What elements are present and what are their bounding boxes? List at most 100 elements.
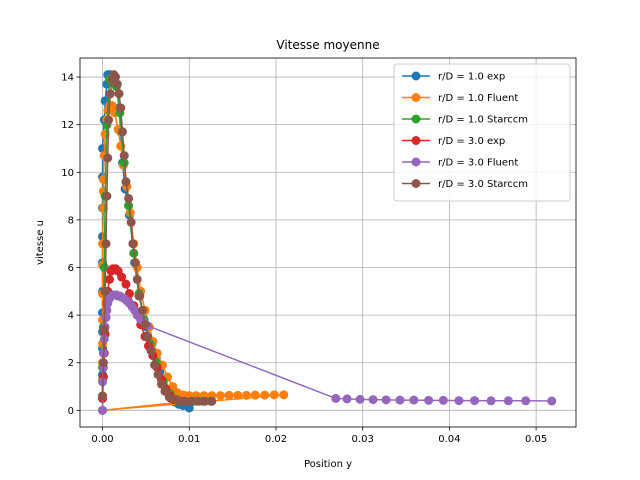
data-point	[233, 390, 243, 400]
legend-marker	[411, 71, 421, 81]
data-point	[438, 395, 448, 405]
data-point	[111, 72, 121, 82]
data-point	[368, 395, 378, 405]
data-point	[104, 115, 114, 125]
legend-label: r/D = 3.0 Starccm	[438, 179, 528, 190]
data-point	[269, 390, 279, 400]
legend-box	[393, 63, 571, 202]
data-point	[153, 370, 163, 380]
data-point	[98, 405, 108, 415]
data-point	[143, 332, 153, 342]
x-tick-label: 0.04	[438, 434, 460, 445]
data-point	[101, 239, 111, 249]
legend-item: r/D = 1.0 Fluent	[402, 93, 518, 104]
series-5	[98, 290, 557, 415]
y-tick-label: 4	[68, 311, 74, 322]
legend-label: r/D = 1.0 Fluent	[438, 93, 518, 104]
data-point	[409, 395, 419, 405]
data-point	[112, 79, 122, 89]
data-point	[137, 305, 147, 315]
legend-item: r/D = 3.0 exp	[402, 136, 505, 147]
data-point	[121, 279, 131, 289]
data-point	[135, 291, 145, 301]
plot-frame	[79, 57, 577, 428]
x-tick-label: 0.01	[178, 434, 200, 445]
y-tick-label: 2	[68, 358, 74, 369]
legend-marker	[411, 157, 421, 167]
data-point	[470, 396, 480, 406]
legend-label: r/D = 1.0 Starccm	[438, 115, 528, 126]
data-point	[99, 263, 109, 272]
legend-label: r/D = 1.0 exp	[438, 72, 505, 83]
data-point	[355, 394, 365, 404]
data-point	[126, 217, 136, 227]
data-point	[454, 396, 464, 406]
x-tick-label: 0.00	[91, 434, 113, 445]
legend-item: r/D = 3.0 Starccm	[402, 179, 528, 190]
data-point	[117, 272, 127, 282]
data-point	[150, 360, 160, 370]
data-point	[124, 201, 134, 211]
data-point	[381, 395, 391, 405]
data-point	[547, 396, 557, 406]
x-tick-label: 0.03	[352, 434, 374, 445]
data-point	[104, 274, 114, 284]
data-point	[103, 153, 113, 163]
data-point	[424, 395, 434, 405]
data-point	[200, 396, 210, 406]
legend-label: r/D = 3.0 exp	[438, 136, 505, 147]
data-point	[99, 324, 109, 334]
data-point	[102, 191, 112, 201]
legend-item: r/D = 1.0 exp	[402, 71, 505, 83]
data-point	[279, 390, 289, 400]
y-tick-label: 6	[68, 263, 74, 274]
data-point	[98, 391, 108, 401]
data-point	[121, 177, 131, 187]
x-axis-label: Position y	[304, 459, 352, 470]
data-point	[224, 390, 234, 400]
series-layer	[98, 70, 557, 415]
series-6	[98, 70, 217, 406]
legend-marker	[411, 114, 421, 124]
data-point	[124, 193, 134, 203]
data-point	[215, 391, 225, 401]
data-point	[157, 379, 167, 389]
legend-item: r/D = 1.0 Starccm	[402, 114, 528, 126]
y-tick-label: 12	[61, 120, 74, 131]
legend-marker	[411, 93, 421, 102]
data-point	[250, 390, 260, 400]
data-point	[486, 396, 496, 406]
y-tick-label: 10	[61, 168, 74, 179]
ticks: 0.00 0.01 0.02 0.03 0.04 0.05 0 2 4 6 8 10 12 14	[61, 73, 547, 445]
data-point	[331, 393, 341, 403]
y-tick-label: 0	[68, 406, 74, 417]
data-point	[146, 346, 156, 356]
data-point	[119, 151, 129, 161]
legend: r/D = 1.0 exp r/D = 1.0 Fluent r/D = 1.0 S…	[393, 63, 571, 202]
data-point	[114, 89, 124, 99]
y-tick-label: 14	[61, 73, 74, 84]
legend-label: r/D = 3.0 Fluent	[438, 158, 518, 169]
legend-item: r/D = 3.0 Fluent	[402, 157, 518, 169]
data-point	[105, 89, 115, 99]
y-tick-label: 8	[68, 215, 74, 226]
data-point	[186, 396, 196, 406]
data-point	[260, 390, 270, 400]
data-point	[503, 396, 513, 406]
data-point	[193, 396, 203, 406]
legend-marker	[411, 136, 421, 145]
data-point	[521, 396, 531, 406]
x-tick-label: 0.02	[265, 434, 287, 445]
data-point	[395, 395, 405, 405]
data-point	[132, 274, 142, 284]
data-point	[131, 258, 140, 268]
y-axis-label: vitesse u	[35, 220, 46, 265]
data-point	[116, 103, 126, 113]
data-point	[140, 320, 150, 330]
data-point	[100, 286, 110, 296]
chart-title: Vitesse moyenne	[276, 38, 379, 52]
data-point	[241, 390, 251, 400]
legend-marker	[411, 179, 421, 188]
data-point	[342, 394, 352, 404]
